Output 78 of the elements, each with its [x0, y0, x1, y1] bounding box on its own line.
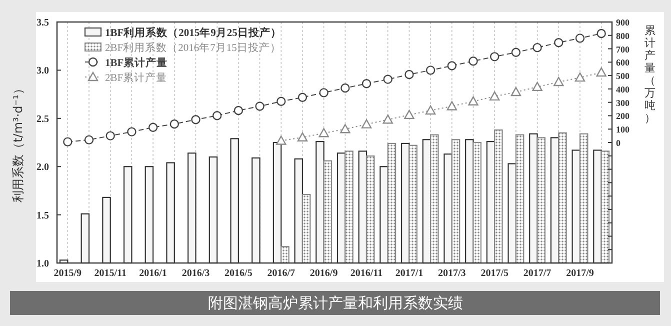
point: [446, 101, 458, 110]
y2-tick-label: 900: [616, 18, 630, 28]
point: [318, 128, 329, 138]
point: [106, 131, 115, 140]
point: [84, 135, 94, 144]
point: [554, 76, 564, 86]
point: [489, 91, 500, 101]
y-axis-title: 利用系数（t/m³·d⁻¹）: [11, 82, 25, 202]
text: 附图湛钢高炉累计产量和利用系数实绩: [208, 294, 463, 312]
point: [383, 74, 392, 84]
point: [340, 83, 350, 93]
point: [596, 28, 606, 38]
point: [212, 110, 222, 120]
x-tick-label: 2016/3: [182, 268, 210, 279]
point: [255, 102, 264, 111]
y2-tick-label: 100: [616, 124, 630, 135]
point: [276, 136, 286, 145]
legend-label: 2BF利用系数（2016年7月15日投产）: [105, 41, 281, 54]
x-tick-label: 2016/5: [224, 268, 252, 279]
point: [490, 52, 500, 62]
y-tick-label: 1.0: [36, 258, 49, 270]
point: [276, 96, 286, 106]
point: [532, 42, 542, 52]
point: [425, 105, 436, 115]
point: [382, 114, 393, 124]
point: [404, 70, 414, 80]
point: [191, 115, 200, 124]
y2-tick-label: 0: [616, 138, 621, 148]
x-tick-label: 2015/9: [54, 268, 82, 279]
point: [319, 88, 328, 98]
point: [127, 127, 136, 136]
legend-label: 1BF利用系数（2015年9月25日投产）: [105, 26, 282, 39]
point: [510, 86, 522, 96]
y-tick-label: 3.5: [36, 18, 49, 28]
y2-tick-label: 700: [616, 44, 630, 54]
point: [596, 67, 606, 77]
point: [554, 38, 564, 48]
y2-axis-title: 累计产量（万吨）: [644, 24, 656, 124]
point: [575, 34, 585, 43]
point: [574, 72, 586, 82]
point: [511, 48, 521, 57]
x-tick-label: 2016/7: [267, 268, 296, 279]
x-tick-label: 2017/5: [480, 268, 508, 279]
x-tick-label: 2016/11: [350, 268, 383, 279]
legend-label: 1BF累计产量: [105, 56, 168, 69]
point: [362, 78, 372, 88]
point: [361, 119, 372, 128]
y-tick-label: 3.0: [36, 66, 49, 77]
point: [148, 122, 158, 132]
y2-tick-label: 300: [616, 98, 630, 108]
y2-tick-label: 400: [616, 84, 630, 94]
y2-tick-label: 500: [616, 71, 630, 82]
y-tick-label: 1.5: [36, 210, 49, 222]
point: [170, 119, 180, 129]
point: [532, 82, 542, 92]
legend-label: 2BF累计产量: [105, 71, 168, 84]
point: [426, 66, 436, 75]
x-tick-label: 2017/7: [523, 268, 552, 279]
y2-tick-label: 600: [616, 58, 630, 68]
point: [404, 110, 414, 120]
point: [468, 56, 478, 66]
point: [297, 132, 308, 142]
x-tick-label: 2017/3: [438, 268, 466, 279]
y2-tick-label: 200: [616, 111, 630, 122]
point: [298, 92, 308, 102]
y-tick-label: 2.0: [36, 162, 49, 174]
x-tick-label: 2016/1: [139, 268, 167, 279]
y-tick-label: 2.5: [36, 114, 49, 125]
point: [468, 96, 478, 106]
y2-tick-label: 800: [616, 30, 630, 41]
point: [340, 124, 350, 134]
point: [447, 61, 457, 70]
x-tick-label: 2017/1: [395, 268, 424, 279]
x-tick-label: 2015/11: [94, 268, 126, 279]
point: [63, 137, 72, 146]
x-tick-label: 2016/9: [310, 268, 338, 279]
x-tick-label: 2017/9: [566, 268, 594, 279]
point: [234, 106, 244, 116]
